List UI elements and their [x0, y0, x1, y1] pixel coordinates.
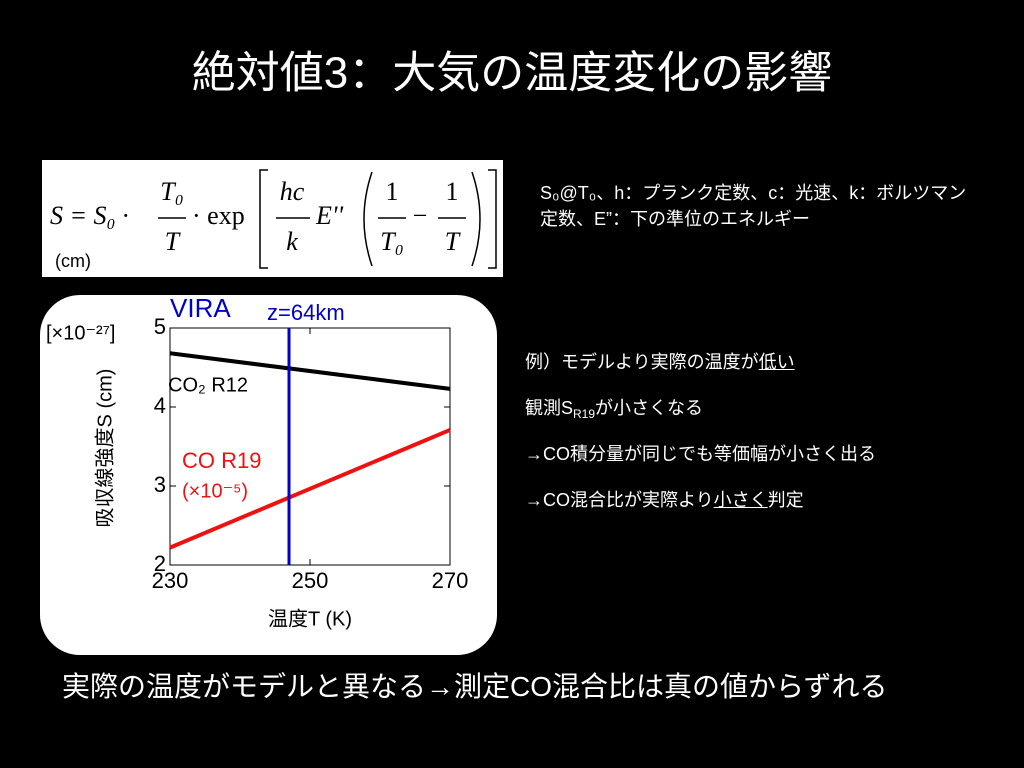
- reference-label: VIRA: [170, 293, 231, 323]
- formula-text: 1: [386, 177, 399, 206]
- note-line: →CO積分量が同じでも等価幅が小さく出る: [525, 440, 876, 486]
- y-tick-label: 5: [154, 314, 166, 339]
- y-tick-label: 2: [154, 551, 166, 576]
- series-label: CO₂ R12: [168, 374, 248, 396]
- note-text: 例）モデルより実際の温度が: [525, 352, 759, 372]
- title: 絶対値3：大気の温度変化の影響: [192, 49, 832, 98]
- conclusion: 実際の温度がモデルと異なる→測定CO混合比は真の値からずれる: [62, 671, 888, 702]
- x-tick-label: 270: [432, 568, 469, 593]
- series-line: [169, 351, 451, 391]
- x-tick-label: 250: [292, 568, 329, 593]
- x-axis-label: 温度T (K): [268, 607, 352, 630]
- formula-text: hc: [280, 177, 305, 206]
- note-text: 判定: [767, 490, 804, 510]
- note-text: →CO混合比が実際より: [525, 490, 714, 510]
- formula-text: −: [413, 201, 428, 230]
- bracket: [488, 169, 497, 269]
- formula-text: T: [445, 227, 461, 256]
- formula-text: · exp: [192, 201, 245, 230]
- formula-text: k: [286, 227, 298, 256]
- paren: [363, 171, 373, 267]
- note-line: →CO混合比が実際より小さく判定: [525, 486, 876, 532]
- reference-sublabel: z=64km: [267, 300, 345, 325]
- formula-text: E'': [315, 201, 343, 230]
- notes: 例）モデルより実際の温度が低い 観測SR19が小さくなる →CO積分量が同じでも等価…: [525, 348, 876, 532]
- y-axis-label: 吸収線強度S (cm): [93, 369, 116, 528]
- formula-text: 1: [446, 177, 459, 206]
- note-text: 観測S: [525, 398, 574, 418]
- y-tick-label: 4: [154, 393, 166, 418]
- formula-text: T: [165, 227, 181, 256]
- definition: S₀@T₀、h：プランク定数、c：光速、k：ボルツマン定数、E”：下の準位のエネ…: [540, 183, 967, 229]
- x-tick-label: 230: [152, 568, 189, 593]
- formula: S = S₀ · T₀ T · exp hc k E'' 1 T₀ − 1 T …: [50, 169, 497, 271]
- note-text: 低い: [758, 352, 795, 372]
- y-tick-label: 3: [154, 472, 166, 497]
- chart: 2 3 4 5 230 250 270 温度T (K) 吸収線強度S (cm) [×10⁻²⁷] C…: [46, 293, 468, 630]
- note-line: 観測SR19が小さくなる: [525, 394, 876, 440]
- series-label: CO R19: [182, 448, 261, 473]
- note-line: 例）モデルより実際の温度が低い: [525, 348, 876, 394]
- note-text: 小さく: [713, 490, 768, 510]
- paren: [471, 171, 481, 267]
- bracket: [259, 169, 268, 269]
- series-line: [169, 428, 451, 550]
- formula-unit: (cm): [55, 251, 91, 271]
- y-multiplier: [×10⁻²⁷]: [46, 322, 116, 344]
- series-note: (×10⁻⁵): [182, 480, 248, 502]
- formula-box: [42, 160, 503, 277]
- formula-text: T₀: [380, 227, 404, 256]
- formula-text: T₀: [160, 177, 184, 206]
- note-text: →CO積分量が同じでも等価幅が小さく出る: [525, 444, 876, 464]
- note-text: が小さくなる: [595, 398, 704, 418]
- formula-text: S = S₀ ·: [50, 201, 129, 230]
- note-text: R19: [573, 407, 596, 421]
